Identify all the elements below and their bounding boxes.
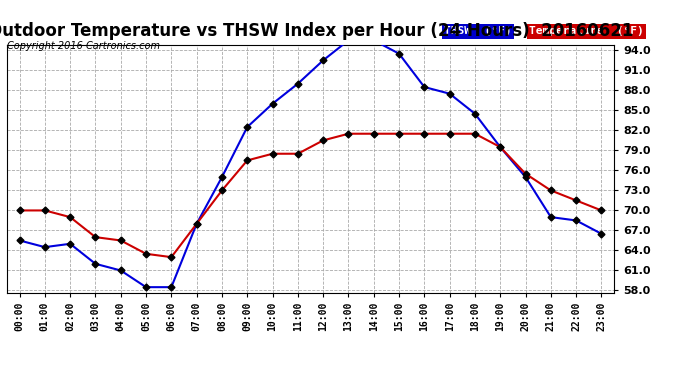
Text: Temperature  (°F): Temperature (°F) [529, 26, 644, 36]
Text: Copyright 2016 Cartronics.com: Copyright 2016 Cartronics.com [7, 41, 160, 51]
Text: THSW  (°F): THSW (°F) [444, 26, 511, 36]
Text: Outdoor Temperature vs THSW Index per Hour (24 Hours)  20160621: Outdoor Temperature vs THSW Index per Ho… [0, 22, 633, 40]
